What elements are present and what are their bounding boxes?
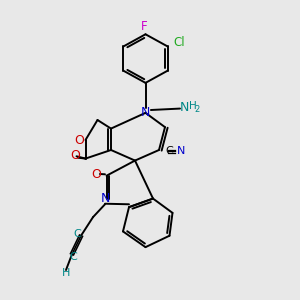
Text: N: N — [176, 146, 185, 156]
Text: C: C — [74, 229, 81, 239]
Text: C: C — [70, 252, 77, 262]
Text: O: O — [70, 149, 80, 162]
Text: N: N — [180, 100, 189, 114]
Text: F: F — [141, 20, 147, 33]
Text: O: O — [91, 168, 101, 181]
Text: C: C — [166, 146, 173, 156]
Text: O: O — [74, 134, 84, 146]
Text: 2: 2 — [195, 106, 200, 115]
Text: H: H — [189, 101, 197, 111]
Text: Cl: Cl — [173, 36, 185, 49]
Text: N: N — [100, 192, 110, 205]
Text: N: N — [141, 106, 150, 119]
Text: H: H — [62, 268, 70, 278]
